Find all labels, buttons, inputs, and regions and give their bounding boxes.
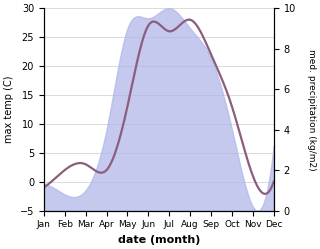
Y-axis label: max temp (C): max temp (C) [4,76,14,143]
Y-axis label: med. precipitation (kg/m2): med. precipitation (kg/m2) [307,49,316,170]
X-axis label: date (month): date (month) [117,235,200,245]
